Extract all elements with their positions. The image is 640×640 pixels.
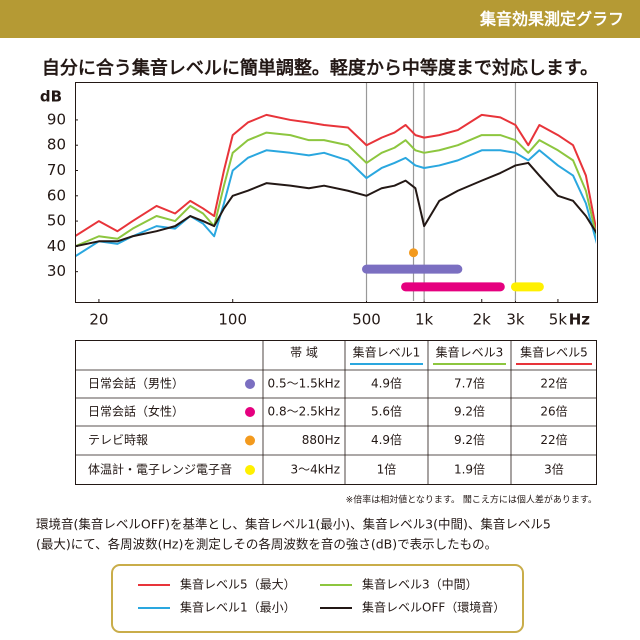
row-dot <box>245 407 255 417</box>
row-dot <box>245 465 255 475</box>
table-header: 集音レベル3 <box>436 345 504 360</box>
row-band: 0.8～2.5kHz <box>268 405 340 419</box>
row-value: 26倍 <box>540 404 567 419</box>
row-value: 5.6倍 <box>371 404 402 419</box>
row-label: テレビ時報 <box>88 433 148 447</box>
row-value: 22倍 <box>540 432 567 447</box>
note: ※倍率は相対値となります。 聞こえ方には個人差があります。 <box>346 494 597 506</box>
plot-frame <box>75 82 598 303</box>
series-line <box>76 149 596 258</box>
row-value: 9.2倍 <box>454 404 485 419</box>
heading: 自分に合う集音レベルに簡単調整。軽度から中等度まで対応します。 <box>42 57 598 79</box>
row-label: 体温計・電子レンジ電子音 <box>88 462 232 477</box>
x-tick-label: 20 <box>89 311 108 329</box>
x-tick-label: 5k <box>549 311 568 329</box>
legend-label: 集音レベルOFF（環境音） <box>362 600 505 615</box>
y-tick-label: 50 <box>47 212 66 230</box>
table-header: 集音レベル1 <box>353 345 421 360</box>
x-tick-label: 500 <box>352 311 381 329</box>
y-tick-label: 60 <box>47 186 66 204</box>
x-tick-label: 1k <box>415 311 434 329</box>
banner <box>0 0 640 38</box>
row-dot <box>245 435 255 446</box>
row-value: 7.7倍 <box>454 376 485 391</box>
x-tick-label: 3k <box>506 311 525 329</box>
table-header: 集音レベル5 <box>520 345 588 360</box>
legend-label: 集音レベル5（最大） <box>180 577 296 592</box>
plot-area <box>76 83 596 301</box>
table-frame <box>75 340 597 485</box>
x-tick-label: 100 <box>218 311 247 329</box>
legend-label: 集音レベル3（中間） <box>362 577 478 592</box>
y-tick-label: 30 <box>47 262 66 280</box>
description: 環境音(集音レベルOFF)を基準とし、集音レベル1(最小)、集音レベル3(中間)… <box>36 517 551 532</box>
marker-dot <box>409 248 419 258</box>
row-value: 9.2倍 <box>454 432 485 447</box>
row-value: 4.9倍 <box>371 432 402 447</box>
row-band: 3～4kHz <box>290 463 340 477</box>
description: (最大)にて、各周波数(Hz)を測定しその各周波数を音の強さ(dB)で表示したも… <box>36 537 497 552</box>
legend-box <box>111 564 524 633</box>
series-line <box>76 131 596 248</box>
row-dot <box>245 379 255 389</box>
row-label: 日常会話（男性） <box>88 376 184 391</box>
x-axis-label: Hz <box>569 311 591 329</box>
row-value: 1.9倍 <box>454 462 485 477</box>
table-header: 帯 域 <box>290 346 318 360</box>
series-line <box>76 113 596 237</box>
x-tick-label: 2k <box>473 311 492 329</box>
row-label: 日常会話（女性） <box>88 404 184 419</box>
row-value: 4.9倍 <box>371 376 402 391</box>
legend-label: 集音レベル1（最小） <box>180 600 296 615</box>
y-tick-label: 70 <box>47 161 66 179</box>
banner-title: 集音効果測定グラフ <box>479 10 624 29</box>
series-line <box>76 161 596 248</box>
row-value: 1倍 <box>377 462 397 477</box>
row-band: 0.5～1.5kHz <box>268 377 340 391</box>
y-tick-label: 90 <box>47 110 66 128</box>
row-band: 880Hz <box>302 433 340 447</box>
y-tick-label: 40 <box>47 237 66 255</box>
y-axis-label: dB <box>40 88 62 106</box>
row-value: 3倍 <box>544 462 564 477</box>
y-tick-label: 80 <box>47 136 66 154</box>
row-value: 22倍 <box>540 376 567 391</box>
